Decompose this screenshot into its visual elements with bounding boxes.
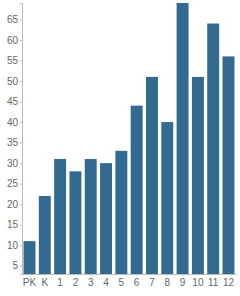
y-tick-mark: [20, 19, 22, 20]
x-tick-label: 8: [164, 277, 170, 288]
x-tick-label: 9: [180, 277, 186, 288]
x-tick-label: 10: [192, 277, 204, 288]
y-tick-mark: [20, 225, 22, 226]
bar: [192, 77, 204, 274]
x-tick: 6: [134, 274, 140, 288]
x-tick: 10: [192, 274, 204, 288]
y-tick: 60: [7, 35, 22, 46]
y-tick-label: 50: [7, 76, 19, 87]
y-tick-label: 25: [7, 178, 19, 189]
y-tick-mark: [20, 204, 22, 205]
x-tick: 11: [208, 274, 219, 288]
y-tick: 5: [12, 260, 22, 271]
y-tick-mark: [20, 143, 22, 144]
y-tick-label: 15: [7, 219, 19, 230]
bar: [39, 196, 51, 274]
bars: [24, 3, 235, 274]
y-tick-mark: [20, 40, 22, 41]
bar: [24, 241, 36, 274]
x-tick-label: 11: [208, 277, 219, 288]
y-tick-label: 60: [7, 35, 19, 46]
y-tick: 30: [7, 158, 22, 169]
y-tick: 50: [7, 76, 22, 87]
bar: [223, 56, 235, 274]
x-tick-label: 4: [103, 277, 109, 288]
x-tick-label: 7: [149, 277, 155, 288]
y-tick: 65: [7, 14, 22, 25]
y-tick-label: 65: [7, 14, 19, 25]
y-tick-label: 20: [7, 199, 19, 210]
x-axis-line: [23, 274, 237, 275]
x-tick: 1: [57, 274, 63, 288]
bar: [177, 3, 189, 274]
x-tick: 5: [119, 274, 125, 288]
y-tick: 55: [7, 55, 22, 66]
x-tick: 7: [149, 274, 155, 288]
x-tick-label: 5: [119, 277, 125, 288]
x-tick: 9: [180, 274, 186, 288]
x-tick-label: K: [41, 277, 48, 288]
x-tick: 4: [103, 274, 109, 288]
y-tick-label: 30: [7, 158, 19, 169]
y-tick-mark: [20, 102, 22, 103]
bar: [54, 159, 66, 274]
y-tick-mark: [20, 163, 22, 164]
y-tick-mark: [20, 184, 22, 185]
bar: [69, 171, 81, 274]
x-tick-label: 6: [134, 277, 140, 288]
y-tick-label: 55: [7, 55, 19, 66]
x-tick-label: 12: [223, 277, 235, 288]
x-tick: 2: [73, 274, 79, 288]
y-tick-label: 5: [12, 260, 18, 271]
y-tick-label: 40: [7, 117, 19, 128]
bar: [115, 151, 127, 274]
y-tick-mark: [20, 266, 22, 267]
bar: [85, 159, 97, 274]
y-tick: 35: [7, 137, 22, 148]
y-tick-mark: [20, 122, 22, 123]
y-tick: 15: [7, 219, 22, 230]
y-tick-mark: [20, 245, 22, 246]
y-tick: 20: [7, 199, 22, 210]
x-tick-label: 3: [88, 277, 94, 288]
plot: 5101520253035404550556065PKK123456789101…: [7, 3, 237, 288]
x-tick: PK: [23, 274, 37, 288]
x-tick-label: 2: [73, 277, 79, 288]
y-axis-line: [20, 4, 23, 275]
chart: 5101520253035404550556065PKK123456789101…: [0, 0, 240, 296]
x-tick: K: [41, 274, 48, 288]
y-tick-mark: [20, 81, 22, 82]
x-tick: 8: [164, 274, 170, 288]
y-tick: 25: [7, 178, 22, 189]
x-tick: 3: [88, 274, 94, 288]
y-tick: 45: [7, 96, 22, 107]
x-tick-label: 1: [57, 277, 63, 288]
y-tick-mark: [20, 60, 22, 61]
y-tick-label: 10: [7, 240, 19, 251]
bar: [100, 163, 112, 274]
x-tick-label: PK: [23, 277, 37, 288]
x-axis: PKK123456789101112: [23, 274, 237, 288]
y-axis: 5 10 15 20 25 30 35 40 45 50 55 60 65: [7, 4, 23, 275]
x-tick: 12: [223, 274, 235, 288]
y-tick: 40: [7, 117, 22, 128]
y-tick-label: 35: [7, 137, 19, 148]
bar: [207, 24, 219, 274]
y-tick-label: 45: [7, 96, 19, 107]
bar: [131, 106, 143, 274]
bar: [161, 122, 173, 274]
y-tick: 10: [7, 240, 22, 251]
bar: [146, 77, 158, 274]
